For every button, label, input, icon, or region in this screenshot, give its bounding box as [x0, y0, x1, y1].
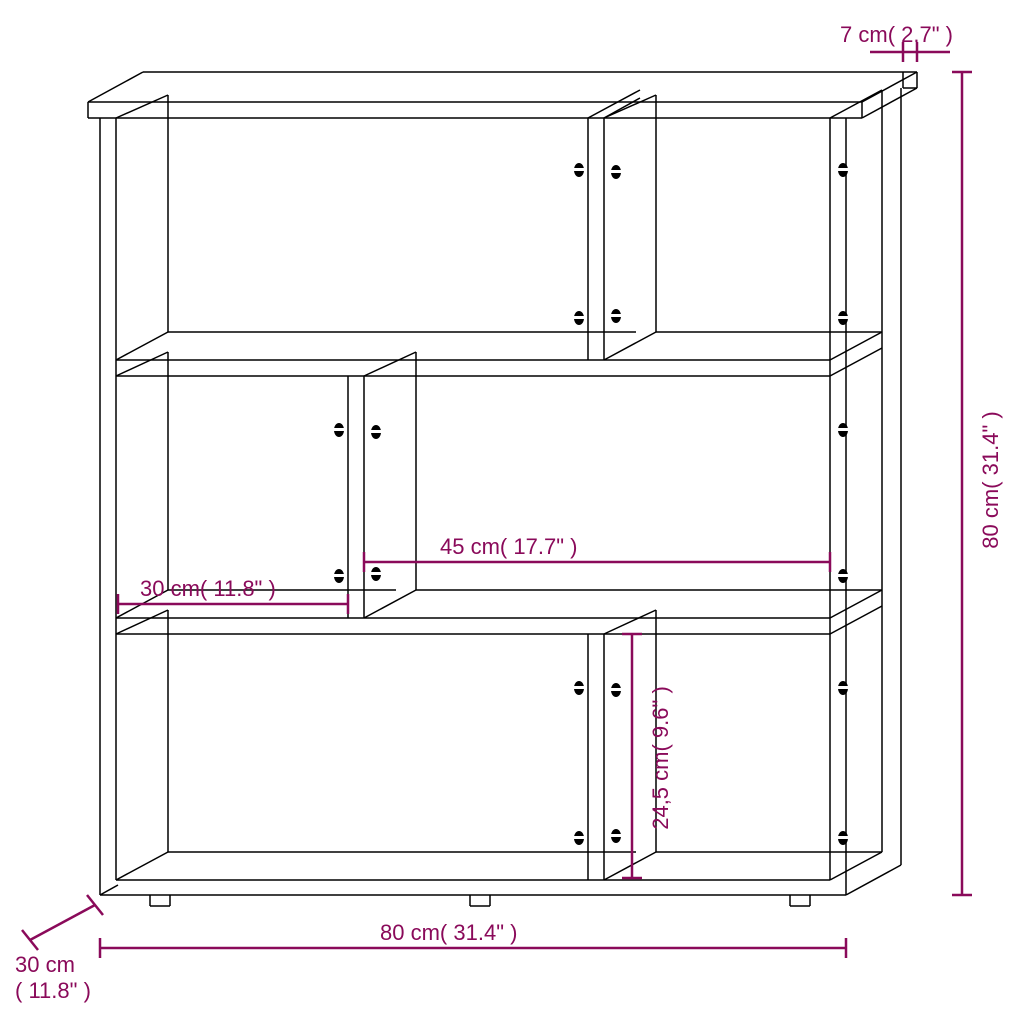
dimension-labels: 7 cm( 2.7" ) 80 cm( 31.4" ) 30 cm( 11.8"… [15, 22, 1003, 1003]
cabinet-outline [88, 72, 917, 906]
dim-bottom-depth [22, 895, 103, 950]
label-bottom-width: 80 cm( 31.4" ) [380, 920, 517, 945]
screw-marks [334, 163, 848, 845]
label-height: 80 cm( 31.4" ) [978, 411, 1003, 548]
label-top-depth: 7 cm( 2.7" ) [840, 22, 953, 47]
label-inner-height: 24,5 cm( 9.6" ) [648, 686, 673, 830]
label-inner-left: 30 cm( 11.8" ) [140, 576, 276, 601]
dim-inner-height [622, 634, 642, 878]
dim-inner-right [364, 552, 830, 572]
furniture-diagram: 7 cm( 2.7" ) 80 cm( 31.4" ) 30 cm( 11.8"… [0, 0, 1024, 1024]
label-inner-right: 45 cm( 17.7" ) [440, 534, 577, 559]
label-bottom-depth-in: ( 11.8" ) [15, 978, 91, 1003]
label-bottom-depth-cm: 30 cm [15, 952, 75, 977]
dim-height [952, 72, 972, 895]
